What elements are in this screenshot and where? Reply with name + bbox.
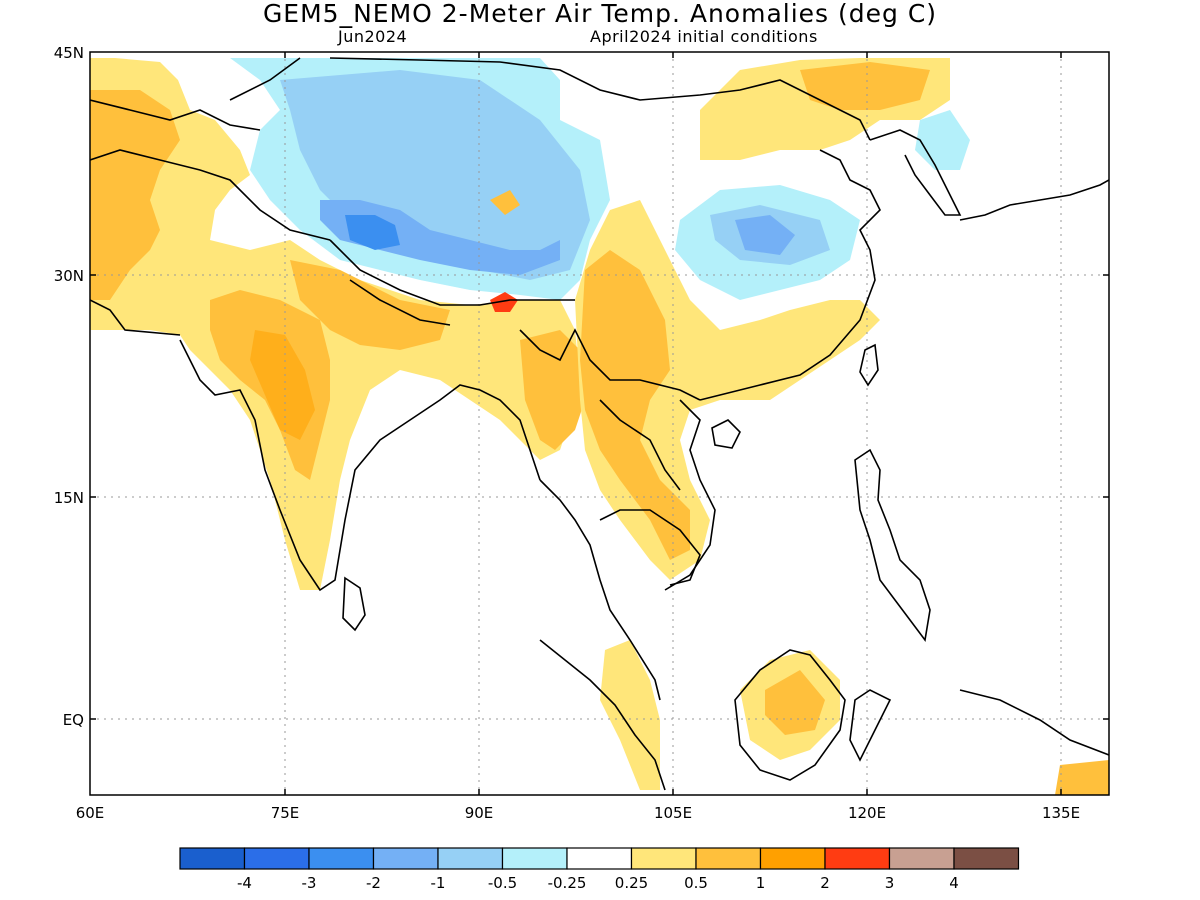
coastlines: [90, 57, 1109, 791]
sumatra: [539, 639, 666, 791]
map-frame: [89, 51, 1110, 796]
lon-label: 75E: [271, 804, 300, 822]
colorbar-swatch: [824, 847, 891, 870]
colorbar-swatch: [501, 847, 568, 870]
colorbar-swatch: [566, 847, 633, 870]
orange-region-borneo: [765, 670, 825, 735]
colorbar-label: -0.5: [488, 874, 517, 892]
india-coast: [179, 339, 541, 592]
lat-label: EQ: [63, 711, 84, 729]
cool-region-korea: [915, 110, 970, 170]
initial-conditions: April2024 initial conditions: [590, 27, 818, 46]
philippines: [854, 448, 931, 642]
thailand-coast: [599, 509, 701, 586]
orange-region-myanmar: [520, 330, 585, 450]
cool-deep-tibet: [345, 215, 400, 250]
hainan: [711, 419, 741, 449]
longitude-labels: 60E 75E 90E 105E 120E 135E: [76, 804, 1080, 822]
colorbar-label: -2: [366, 874, 381, 892]
orange-region-mongolia: [800, 62, 930, 110]
srilanka: [342, 576, 366, 632]
orange-region-newguinea: [1055, 760, 1109, 795]
lon-label: 90E: [465, 804, 494, 822]
lon-label: 120E: [848, 804, 886, 822]
colorbar-label: 4: [949, 874, 959, 892]
sulawesi: [849, 689, 892, 762]
border-himalaya: [329, 239, 575, 306]
colorbar-label: 0.5: [684, 874, 708, 892]
indochina-coast: [539, 479, 661, 701]
colorbar-swatch: [888, 847, 955, 870]
border-central-asia: [90, 99, 261, 131]
lon-label: 105E: [654, 804, 692, 822]
colorbar-label: -4: [237, 874, 252, 892]
orange-region-north-india: [290, 260, 450, 350]
colorbar-swatch: [437, 847, 504, 870]
lat-label: 30N: [54, 267, 84, 285]
colorbar-label: 3: [885, 874, 895, 892]
warm-region-sumatra: [600, 640, 660, 790]
colorbar-swatch: [243, 847, 310, 870]
border-nepal: [349, 279, 451, 326]
lon-label: 60E: [76, 804, 105, 822]
gridlines: [90, 52, 1109, 795]
colorbar-label: 1: [756, 874, 766, 892]
border-mongolia: [329, 57, 871, 141]
colorbar-label: 0.25: [615, 874, 648, 892]
colorbar-label: -3: [302, 874, 317, 892]
orange-region-pakistan: [90, 90, 180, 300]
borneo: [734, 649, 846, 781]
lat-label: 15N: [54, 489, 84, 507]
orange-region-indochina: [580, 250, 690, 560]
cool-mid-tibet: [280, 70, 590, 280]
border-laos: [599, 399, 681, 491]
colorbar-swatch: [372, 847, 439, 870]
colorbar-swatch: [759, 847, 826, 870]
vietnam-coast: [664, 399, 716, 591]
latitude-labels: 45N 30N 15N EQ: [54, 44, 84, 729]
cool-core-central-china: [735, 215, 795, 255]
border-iran: [90, 299, 181, 336]
taiwan: [859, 343, 879, 387]
border-china-west: [229, 57, 301, 101]
darkorange-india-core: [250, 330, 315, 440]
china-coast: [699, 149, 881, 401]
warm-spot-tibet: [490, 190, 520, 215]
colorbar-label: 2: [820, 874, 830, 892]
colorbar-swatch: [630, 847, 697, 870]
colorbar-swatch: [695, 847, 762, 870]
border-pakistan: [90, 149, 331, 241]
anomaly-shading: [90, 58, 1109, 795]
axis-ticks: [90, 52, 1109, 795]
lat-label: 45N: [54, 44, 84, 62]
forecast-month: Jun2024: [338, 27, 408, 46]
colorbar-swatch: [179, 847, 246, 870]
map-title: GEM5_NEMO 2-Meter Air Temp. Anomalies (d…: [262, 0, 938, 28]
japan: [959, 179, 1109, 221]
colorbar-label: -1: [431, 874, 446, 892]
newguinea-coast: [959, 689, 1109, 756]
colorbar-swatch: [308, 847, 375, 870]
colorbar: -4 -3 -2 -1 -0.5 -0.25 0.25 0.5 1 2 3 4: [179, 847, 1020, 892]
colorbar-label: -0.25: [548, 874, 587, 892]
korea-coast: [869, 129, 962, 216]
border-myanmar: [519, 328, 701, 401]
colorbar-swatch: [953, 847, 1020, 870]
lon-label: 135E: [1042, 804, 1080, 822]
hot-spot-himalaya: [490, 292, 518, 312]
